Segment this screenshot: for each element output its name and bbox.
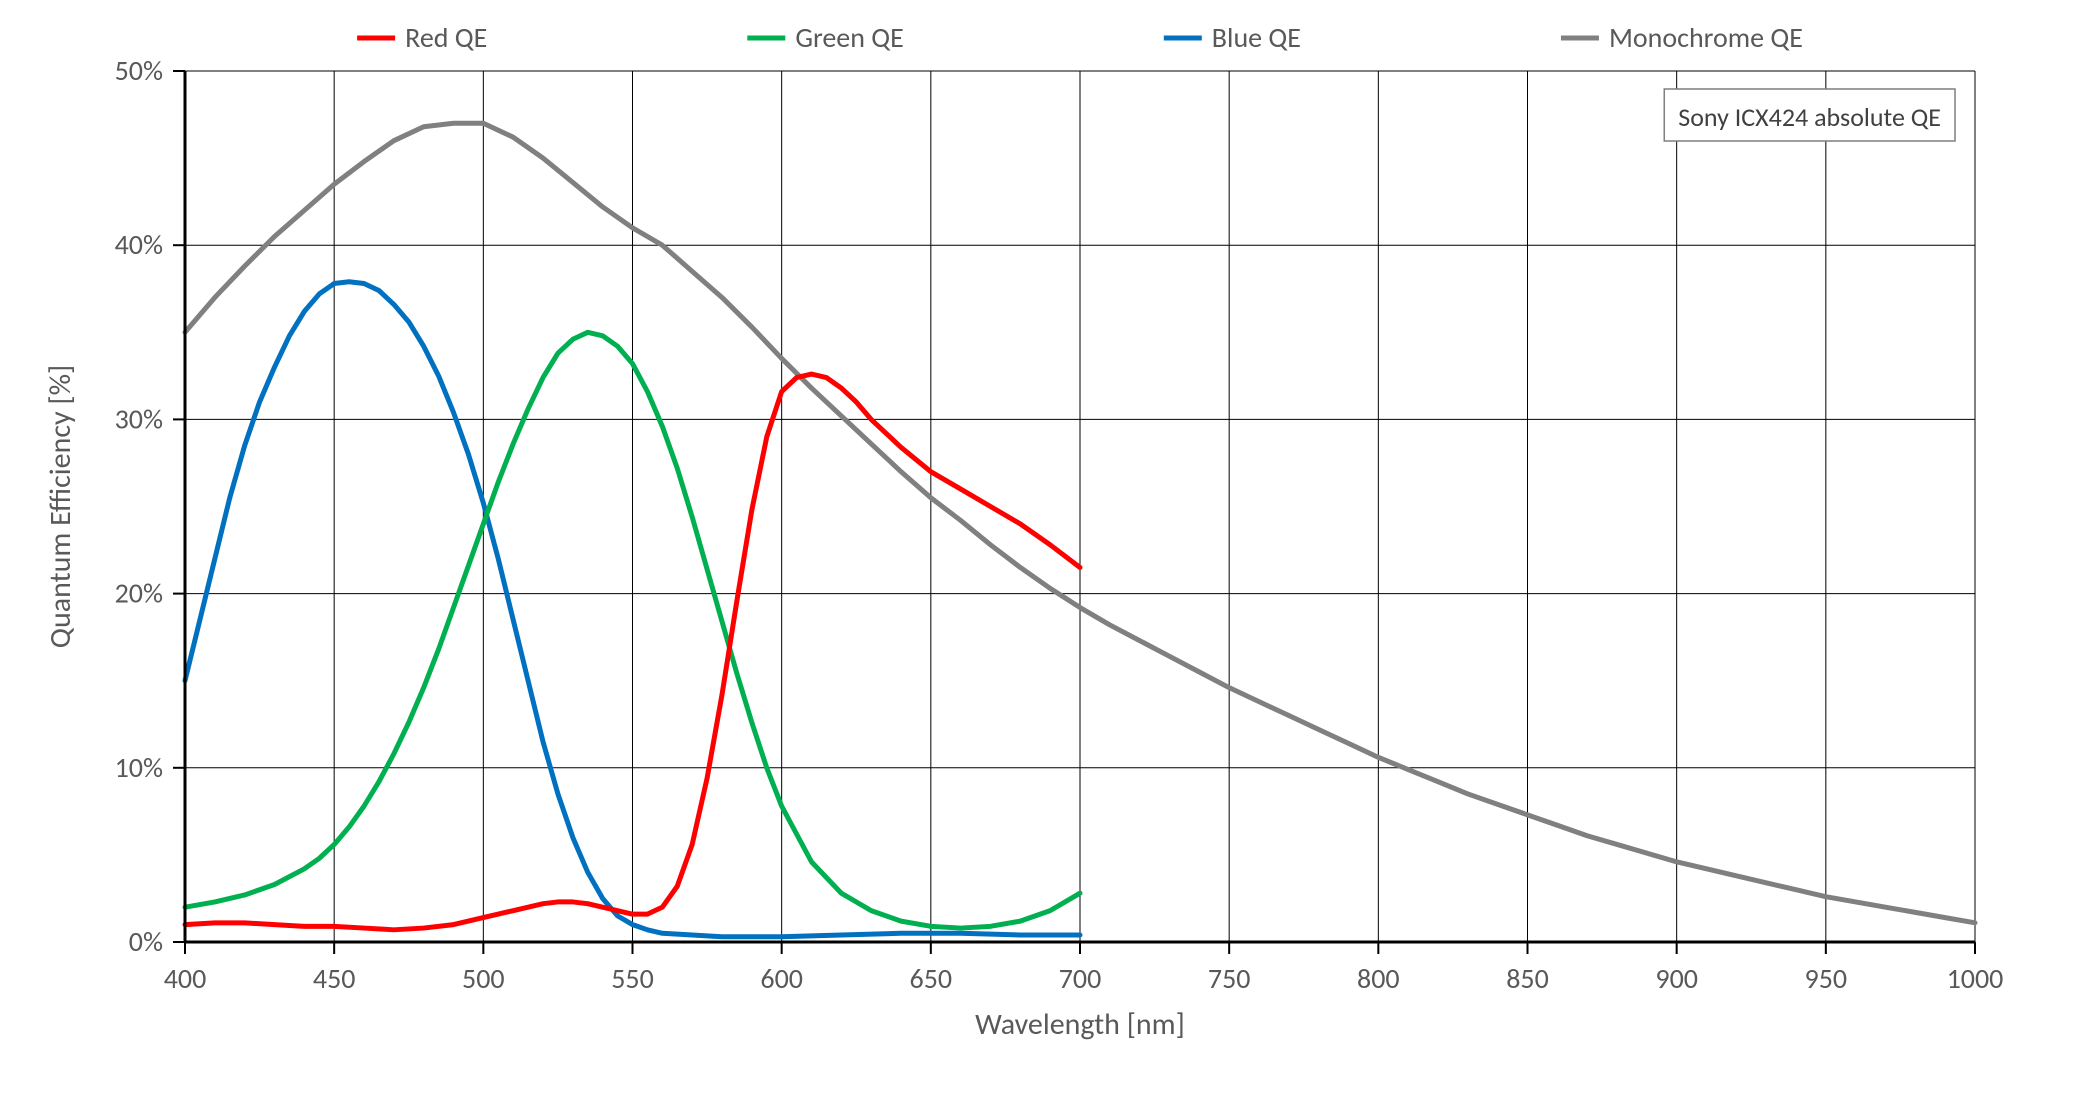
x-tick-label: 700 <box>1059 961 1102 996</box>
x-tick-label: 1000 <box>1947 961 2004 996</box>
x-tick-label: 950 <box>1805 961 1848 996</box>
x-tick-label: 900 <box>1655 961 1698 996</box>
x-axis-title: Wavelength [nm] <box>975 1006 1185 1043</box>
y-axis-title: Quantum Efficiency [%] <box>42 365 79 648</box>
x-tick-label: 600 <box>760 961 803 996</box>
y-tick-label: 0% <box>129 924 163 959</box>
x-tick-label: 400 <box>164 961 207 996</box>
y-tick-label: 30% <box>115 401 163 436</box>
x-tick-label: 650 <box>910 961 953 996</box>
y-tick-label: 40% <box>115 227 163 262</box>
legend-label: Red QE <box>405 20 487 55</box>
legend-label: Green QE <box>795 20 903 55</box>
x-tick-label: 550 <box>611 961 654 996</box>
x-tick-label: 850 <box>1506 961 1549 996</box>
x-tick-label: 450 <box>313 961 356 996</box>
x-tick-label: 750 <box>1208 961 1251 996</box>
y-tick-label: 20% <box>115 576 163 611</box>
legend-label: Blue QE <box>1212 20 1301 55</box>
x-tick-label: 800 <box>1357 961 1400 996</box>
y-tick-label: 10% <box>115 750 163 785</box>
chart-background <box>0 0 2091 1093</box>
annotation-text: Sony ICX424 absolute QE <box>1678 101 1941 133</box>
legend-label: Monochrome QE <box>1609 20 1803 55</box>
x-tick-label: 500 <box>462 961 505 996</box>
y-tick-label: 50% <box>115 53 163 88</box>
qe-chart: 400 450 500 550 600 650 700 750 800 850 900 950 1000… <box>0 0 2091 1093</box>
